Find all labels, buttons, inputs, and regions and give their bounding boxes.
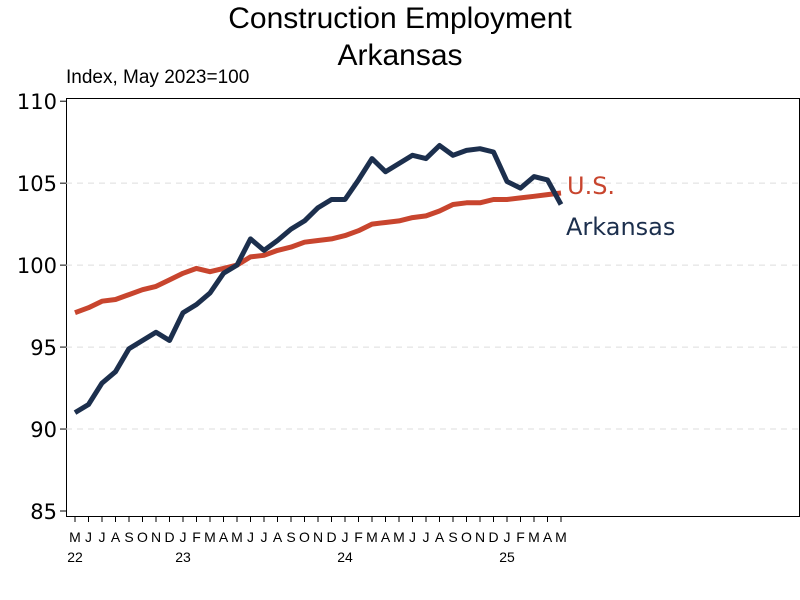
y-tick-label: 85 <box>30 500 57 524</box>
x-tick-label: M <box>204 529 216 545</box>
x-tick-label: J <box>99 529 106 545</box>
x-tick-label: S <box>448 529 457 545</box>
x-tick-label: J <box>504 529 511 545</box>
y-tick-label: 90 <box>30 418 57 442</box>
x-tick-label: F <box>516 529 525 545</box>
series-label-us: U.S. <box>567 172 615 200</box>
x-tick-label: F <box>354 529 363 545</box>
x-tick-label: J <box>261 529 268 545</box>
x-tick-label: N <box>475 529 485 545</box>
x-tick-label: O <box>137 529 148 545</box>
x-year-label: 23 <box>175 549 191 565</box>
x-tick-label: O <box>461 529 472 545</box>
y-tick-label: 95 <box>30 336 57 360</box>
x-tick-label: J <box>342 529 349 545</box>
x-tick-label: M <box>528 529 540 545</box>
x-tick-label: F <box>192 529 201 545</box>
x-tick-label: J <box>180 529 187 545</box>
series-line-us <box>74 190 562 316</box>
x-year-label: 22 <box>67 549 83 565</box>
chart-title-line1: Construction Employment <box>228 2 572 35</box>
x-tick-label: M <box>555 529 567 545</box>
x-tick-label: M <box>69 529 81 545</box>
x-tick-label: O <box>299 529 310 545</box>
x-tick-label: J <box>247 529 254 545</box>
x-year-label: 25 <box>499 549 515 565</box>
x-tick-label: N <box>151 529 161 545</box>
plot-frame <box>66 98 800 517</box>
x-tick-label: M <box>366 529 378 545</box>
y-tick-label: 110 <box>17 90 57 114</box>
chart-title-line2: Arkansas <box>337 39 463 72</box>
y-axis-label: Index, May 2023=100 <box>66 67 250 88</box>
y-tick-label: 105 <box>17 172 57 196</box>
x-tick-label: M <box>393 529 405 545</box>
x-tick-label: S <box>286 529 295 545</box>
x-tick-label: M <box>231 529 243 545</box>
y-tick-label: 100 <box>17 254 57 278</box>
x-tick-label: J <box>423 529 430 545</box>
x-tick-label: S <box>124 529 133 545</box>
x-tick-label: J <box>409 529 416 545</box>
x-tick-label: J <box>85 529 92 545</box>
x-tick-label: A <box>219 529 229 545</box>
x-tick-label: N <box>313 529 323 545</box>
x-tick-label: D <box>326 529 336 545</box>
x-tick-label: A <box>435 529 445 545</box>
x-tick-label: D <box>488 529 498 545</box>
x-tick-label: A <box>381 529 391 545</box>
x-tick-label: A <box>543 529 553 545</box>
series-line-arkansas <box>73 143 564 415</box>
series-label-arkansas: Arkansas <box>566 213 675 241</box>
x-tick-label: A <box>111 529 121 545</box>
x-year-label: 24 <box>337 549 353 565</box>
x-tick-label: A <box>273 529 283 545</box>
x-tick-label: D <box>164 529 174 545</box>
